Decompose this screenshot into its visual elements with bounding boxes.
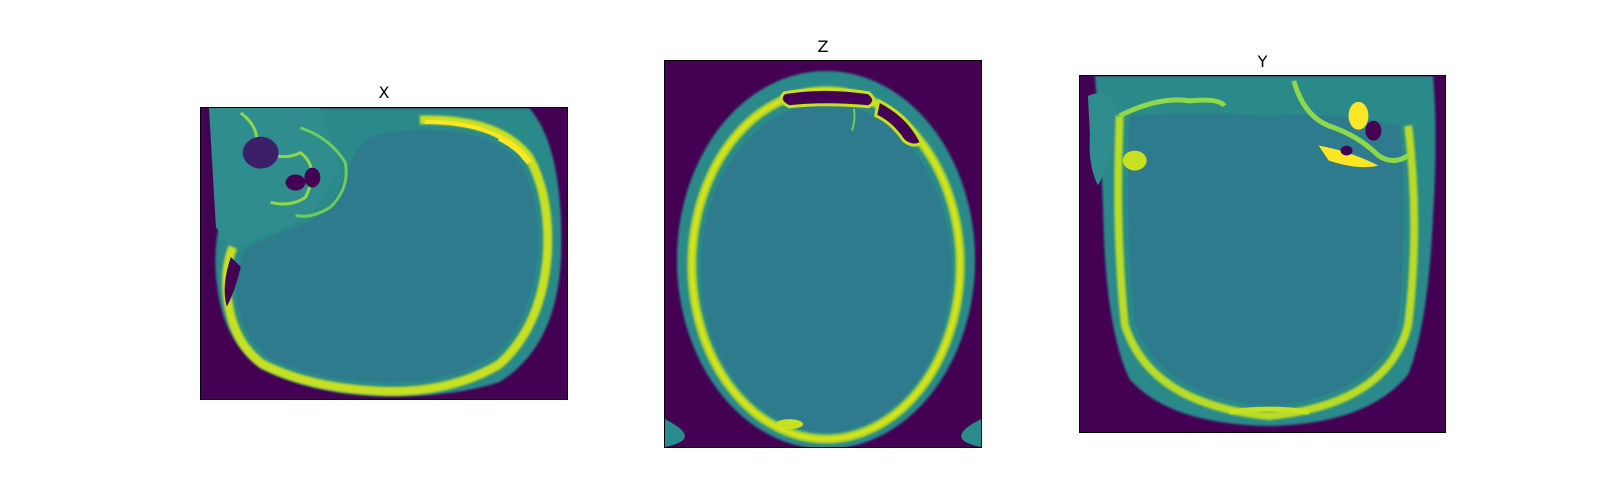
panel-title-y: Y <box>1257 52 1268 71</box>
slice-image-z <box>664 60 982 448</box>
slice-image-x <box>200 107 568 400</box>
panel-z: Z <box>664 35 982 449</box>
slice-image-y <box>1079 75 1446 433</box>
panel-title-x: X <box>378 83 390 102</box>
panel-y: Y <box>1079 50 1446 434</box>
axial-slice-graphic <box>665 61 981 447</box>
sagittal-slice-graphic <box>201 108 567 399</box>
coronal-slice-graphic <box>1080 76 1445 432</box>
panel-x: X <box>200 80 568 400</box>
panel-title-z: Z <box>817 37 829 56</box>
